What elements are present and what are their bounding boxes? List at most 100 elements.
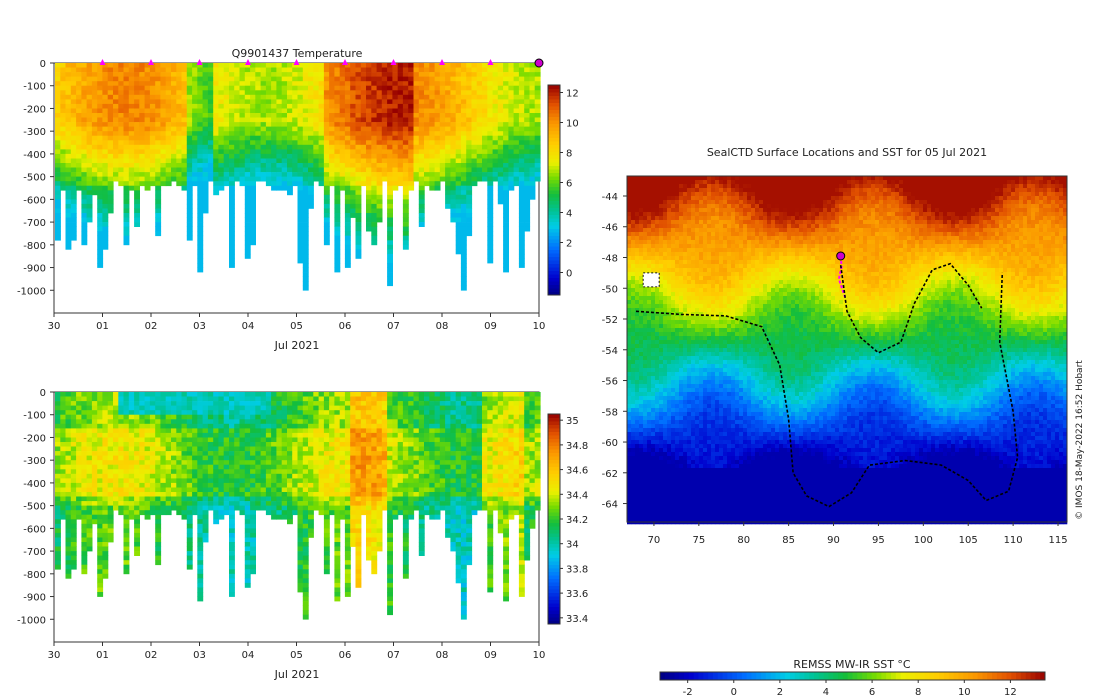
section-cell: [91, 158, 98, 164]
section-cell: [186, 99, 193, 105]
section-cell: [371, 72, 378, 77]
section-cell: [202, 113, 209, 118]
section-cell: [455, 163, 462, 168]
section-cell: [466, 135, 473, 141]
section-cell: [350, 122, 357, 127]
section-cell: [534, 135, 541, 141]
section-cell: [70, 181, 77, 187]
section-cell: [86, 414, 93, 420]
section-cell: [81, 90, 88, 96]
section-cell: [107, 469, 114, 475]
section-cell: [139, 478, 146, 484]
section-cell: [445, 126, 451, 132]
section-cell: [97, 172, 104, 177]
section-cell: [339, 496, 346, 502]
section-cell: [149, 428, 156, 434]
section-cell: [149, 442, 156, 447]
section-cell: [107, 190, 114, 196]
section-cell: [329, 81, 335, 87]
section-cell: [229, 528, 235, 534]
section-cell: [65, 67, 72, 73]
section-cell: [292, 460, 299, 466]
section-cell: [308, 432, 314, 438]
section-cell: [455, 217, 462, 223]
section-cell: [186, 401, 193, 406]
section-cell: [402, 163, 409, 168]
section-cell: [70, 85, 77, 91]
section-cell: [139, 117, 146, 123]
section-cell: [413, 72, 420, 77]
section-cell: [207, 464, 214, 470]
section-cell: [65, 122, 72, 127]
section-cell: [102, 122, 109, 127]
section-cell: [344, 172, 351, 177]
section-cell: [239, 113, 246, 118]
section-cell: [255, 396, 262, 402]
section-cell: [350, 199, 357, 205]
section-cell: [418, 94, 425, 100]
section-cell: [287, 181, 293, 187]
section-cell: [524, 99, 531, 105]
section-cell: [202, 464, 209, 470]
section-cell: [492, 90, 499, 96]
section-cell: [192, 505, 198, 511]
section-cell: [123, 460, 130, 466]
section-cell: [70, 519, 77, 525]
section-cell: [197, 528, 204, 534]
section-cell: [271, 428, 277, 434]
section-cell: [165, 126, 172, 132]
section-cell: [213, 460, 220, 466]
section-cell: [102, 414, 109, 420]
section-cell: [344, 410, 351, 416]
section-cell: [518, 122, 525, 127]
section-cell: [302, 555, 309, 561]
section-cell: [387, 190, 393, 196]
section-cell: [76, 176, 82, 182]
section-cell: [434, 144, 441, 150]
section-cell: [97, 542, 104, 547]
section-cell: [350, 85, 357, 91]
section-cell: [223, 94, 230, 100]
section-cell: [260, 492, 267, 497]
section-cell: [460, 190, 467, 196]
section-cell: [392, 144, 399, 150]
section-cell: [65, 437, 72, 443]
section-cell: [197, 573, 204, 579]
section-cell: [460, 249, 467, 255]
section-cell: [155, 460, 162, 466]
section-cell: [281, 144, 288, 150]
section-cell: [155, 194, 162, 200]
section-cell: [350, 76, 357, 82]
section-cell: [344, 528, 351, 534]
section-cell: [387, 99, 393, 105]
section-cell: [86, 432, 93, 438]
section-cell: [497, 158, 504, 164]
section-cell: [418, 81, 425, 87]
section-cell: [81, 428, 88, 434]
section-cell: [387, 158, 393, 164]
section-cell: [192, 423, 198, 429]
section-cell: [260, 451, 267, 456]
section-cell: [276, 113, 283, 118]
section-cell: [518, 94, 525, 100]
section-cell: [276, 76, 283, 82]
section-cell: [229, 592, 235, 597]
section-cell: [207, 149, 214, 155]
section-cell: [503, 181, 509, 187]
section-cell: [366, 131, 372, 137]
section-cell: [265, 67, 272, 73]
section-cell: [202, 131, 209, 137]
section-cell: [466, 67, 473, 73]
section-cell: [445, 90, 451, 96]
section-cell: [118, 103, 125, 109]
section-cell: [144, 176, 151, 182]
section-cell: [176, 451, 183, 456]
section-cell: [434, 85, 441, 91]
section-cell: [234, 392, 241, 397]
section-cell: [229, 473, 235, 479]
section-cell: [239, 181, 246, 187]
section-cell: [76, 428, 82, 434]
section-cell: [287, 410, 293, 416]
section-cell: [176, 122, 183, 127]
section-cell: [139, 473, 146, 479]
